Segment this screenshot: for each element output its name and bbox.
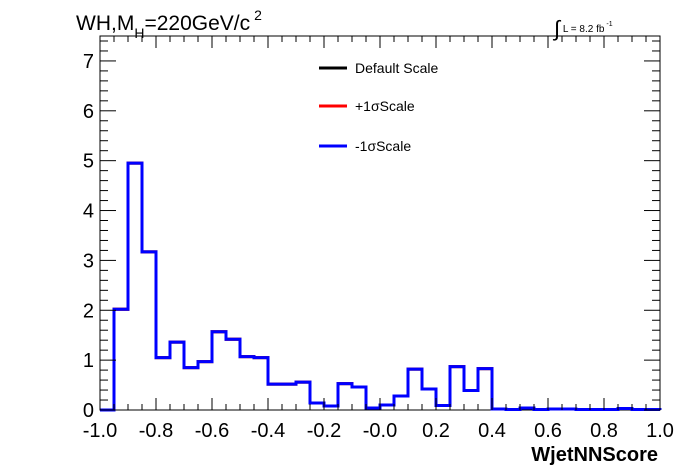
- x-tick-label: -0.6: [195, 420, 229, 442]
- legend-label-1: +1σScale: [355, 98, 415, 114]
- x-tick-label: 0.2: [422, 420, 450, 442]
- integral-symbol: ∫: [554, 16, 561, 41]
- x-axis-label: WjetNNScore: [531, 444, 658, 466]
- x-tick-label: 1.0: [646, 420, 674, 442]
- x-tick-label: -0.4: [251, 420, 285, 442]
- x-tick-label: 0.4: [478, 420, 506, 442]
- y-tick-label: 7: [83, 51, 94, 73]
- luminosity-superscript: -1: [606, 21, 613, 28]
- legend-label-0: Default Scale: [355, 60, 438, 76]
- x-tick-label: -0.8: [139, 420, 173, 442]
- y-tick-label: 2: [83, 300, 94, 322]
- series-line-0: [100, 161, 662, 412]
- chart-title: WH,MH=220GeV/c 2: [76, 7, 262, 41]
- x-tick-label: -1.0: [83, 420, 117, 442]
- x-tick-label: -0.0: [363, 420, 397, 442]
- luminosity-label: ∫ L = 8.2 fb -1: [554, 12, 613, 41]
- x-tick-label: 0.6: [534, 420, 562, 442]
- series-line-1: [100, 161, 662, 412]
- y-tick-label: 6: [83, 101, 94, 123]
- x-tick-label: 0.8: [590, 420, 618, 442]
- legend-label-2: -1σScale: [355, 138, 411, 154]
- y-tick-label: 0: [83, 400, 94, 422]
- title-rest: =220GeV/c: [144, 12, 251, 35]
- x-tick-label: -0.2: [307, 420, 341, 442]
- y-tick-label: 1: [83, 350, 94, 372]
- series-line-2: [100, 161, 662, 412]
- y-tick-label: 3: [83, 250, 94, 272]
- y-tick-label: 5: [83, 151, 94, 173]
- y-tick-label: 4: [83, 201, 94, 223]
- title-superscript: 2: [254, 7, 262, 23]
- luminosity-text: L = 8.2 fb: [562, 24, 605, 35]
- title-base: WH,M: [76, 12, 135, 35]
- title-subscript: H: [134, 25, 145, 41]
